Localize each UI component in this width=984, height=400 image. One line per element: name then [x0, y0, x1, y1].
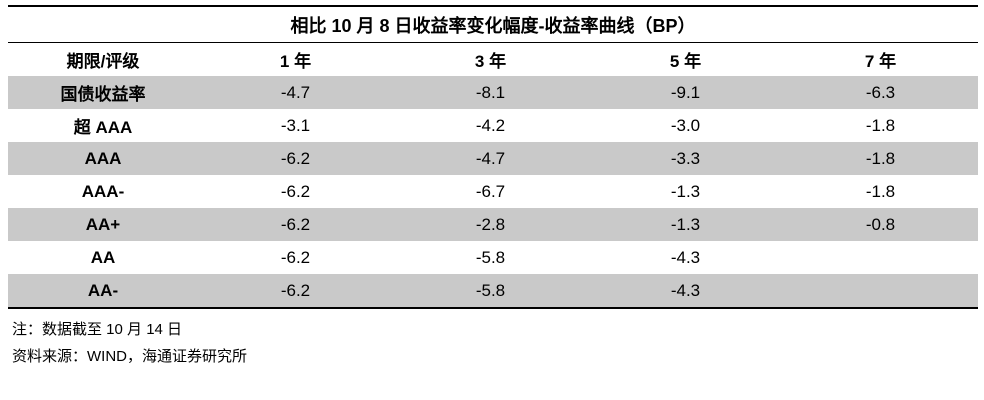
cell: -1.3	[588, 208, 783, 241]
cell: -3.1	[280, 115, 311, 135]
table-row: AA- -6.2 -5.8 -4.3	[8, 274, 978, 309]
cell: -9.1	[588, 76, 783, 109]
row-label: AAA-	[81, 181, 125, 201]
cell: -6.2	[280, 247, 311, 267]
row-label: AAA	[8, 142, 198, 175]
table-row: 国债收益率 -4.7 -8.1 -9.1 -6.3	[8, 76, 978, 109]
header-cell: 期限/评级	[66, 52, 140, 71]
cell: -4.3	[670, 247, 701, 267]
cell: -5.8	[393, 274, 588, 309]
table-container: 相比 10 月 8 日收益率变化幅度-收益率曲线（BP） 期限/评级 1 年 3 年…	[8, 5, 978, 309]
header-cell: 1 年	[279, 52, 312, 71]
cell: -6.7	[475, 181, 506, 201]
cell	[783, 274, 978, 309]
note: 注：数据截至 10 月 14 日	[12, 321, 183, 338]
row-label: AA-	[8, 274, 198, 309]
table-row: AA -6.2 -5.8 -4.3	[8, 241, 978, 274]
cell: -4.2	[475, 115, 506, 135]
cell: -0.8	[783, 208, 978, 241]
cell: -4.7	[198, 76, 393, 109]
cell: -4.3	[588, 274, 783, 309]
cell: -1.8	[865, 115, 896, 135]
cell: -1.3	[670, 181, 701, 201]
cell: -3.3	[588, 142, 783, 175]
cell: -6.2	[198, 208, 393, 241]
row-label: 超 AAA	[73, 118, 133, 137]
cell: -3.0	[670, 115, 701, 135]
row-label: AA+	[8, 208, 198, 241]
cell: -6.2	[198, 274, 393, 309]
cell: -5.8	[475, 247, 506, 267]
header-cell: 3 年	[474, 52, 507, 71]
table: 相比 10 月 8 日收益率变化幅度-收益率曲线（BP） 期限/评级 1 年 3 年…	[8, 5, 978, 309]
cell: -2.8	[393, 208, 588, 241]
table-row: AA+ -6.2 -2.8 -1.3 -0.8	[8, 208, 978, 241]
table-row: AAA- -6.2 -6.7 -1.3 -1.8	[8, 175, 978, 208]
row-label: 国债收益率	[8, 76, 198, 109]
cell: -6.3	[783, 76, 978, 109]
source-note: 资料来源：WIND，海通证券研究所	[12, 348, 247, 365]
table-title: 相比 10 月 8 日收益率变化幅度-收益率曲线（BP）	[8, 5, 978, 43]
header-cell: 7 年	[864, 52, 897, 71]
cell: -4.7	[393, 142, 588, 175]
cell: -1.8	[865, 181, 896, 201]
table-body: 国债收益率 -4.7 -8.1 -9.1 -6.3 超 AAA -3.1 -4.2 -3.0 -1…	[8, 76, 978, 309]
table-row: AAA -6.2 -4.7 -3.3 -1.8	[8, 142, 978, 175]
row-label: AA	[90, 247, 116, 267]
header-row: 期限/评级 1 年 3 年 5 年 7 年	[8, 43, 978, 77]
header-cell: 5 年	[669, 52, 702, 71]
cell: -6.2	[198, 142, 393, 175]
table-row: 超 AAA -3.1 -4.2 -3.0 -1.8	[8, 109, 978, 142]
cell: -8.1	[393, 76, 588, 109]
cell: -1.8	[783, 142, 978, 175]
cell: -6.2	[280, 181, 311, 201]
cell	[783, 241, 978, 274]
